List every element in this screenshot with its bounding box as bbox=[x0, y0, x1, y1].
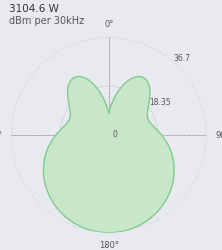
Text: 3104.6 W: 3104.6 W bbox=[9, 4, 59, 14]
Text: 0°: 0° bbox=[104, 20, 113, 28]
Polygon shape bbox=[44, 76, 174, 233]
Text: 90°: 90° bbox=[215, 130, 222, 140]
Text: 270°: 270° bbox=[0, 130, 2, 140]
Text: 180°: 180° bbox=[99, 242, 119, 250]
Text: 18.35: 18.35 bbox=[149, 98, 170, 107]
Text: 0: 0 bbox=[113, 130, 117, 139]
Text: 36.7: 36.7 bbox=[173, 54, 190, 63]
Text: dBm per 30kHz: dBm per 30kHz bbox=[9, 16, 84, 26]
